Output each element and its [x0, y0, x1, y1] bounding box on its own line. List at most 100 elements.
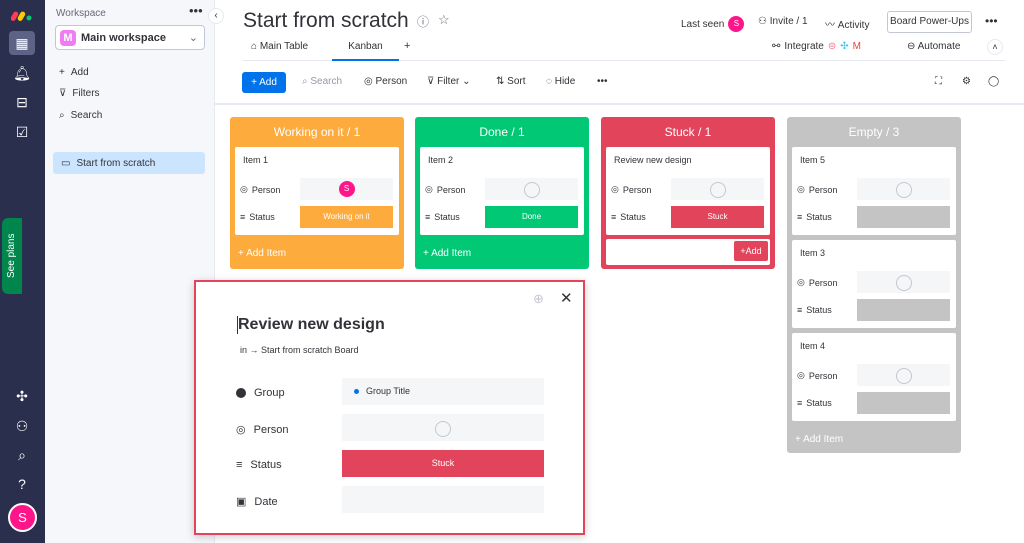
- workspace-selector[interactable]: M Main workspace ⌄: [55, 25, 205, 50]
- more-icon[interactable]: •••: [597, 76, 608, 87]
- person-label: ◎ Person: [797, 277, 837, 288]
- status-cell[interactable]: Done: [485, 206, 578, 228]
- filters-button[interactable]: ⊽ Filters: [59, 88, 100, 99]
- invite-user-icon[interactable]: ⚇: [15, 418, 29, 434]
- person-cell[interactable]: [857, 178, 950, 200]
- invite-button[interactable]: ⚇ Invite / 1: [758, 16, 808, 27]
- sort-button[interactable]: ⇅ Sort: [496, 76, 526, 87]
- tab-kanban[interactable]: Kanban: [332, 41, 399, 61]
- last-seen[interactable]: Last seen S: [681, 16, 745, 32]
- inbox-icon[interactable]: ⊟: [16, 94, 28, 110]
- add-item-button[interactable]: + Add: [242, 72, 286, 93]
- activity-button[interactable]: 〰 Activity: [825, 16, 869, 31]
- add-item-button[interactable]: + Add Item: [423, 248, 472, 259]
- column-header[interactable]: Working on it / 1: [273, 125, 361, 139]
- integrate-button[interactable]: ⚯ Integrate ⊜ ✣ M: [772, 41, 861, 52]
- person-label: ◎ Person: [611, 184, 651, 195]
- add-button[interactable]: + Add: [59, 67, 89, 78]
- kanban-column: Empty / 3 Item 5 ◎ Person ≡ Status Item 3 …: [787, 117, 961, 453]
- info-icon[interactable]: ⓘ: [417, 15, 430, 29]
- more-icon[interactable]: •••: [189, 3, 203, 18]
- add-item-button[interactable]: + Add Item: [795, 434, 844, 445]
- tab-main-table[interactable]: ⌂ Main Table: [251, 41, 308, 52]
- board-power-ups-button[interactable]: Board Power-Ups: [887, 11, 972, 33]
- person-cell[interactable]: [857, 271, 950, 293]
- person-filter-button[interactable]: ◎ Person: [364, 76, 407, 87]
- calendar-icon: ▣: [236, 496, 247, 508]
- chevron-down-icon: ⌄: [188, 32, 198, 44]
- date-field[interactable]: [342, 486, 544, 513]
- chat-icon[interactable]: ◯: [988, 76, 1000, 87]
- group-dot: [354, 389, 359, 394]
- apps-icon[interactable]: ▦: [9, 31, 35, 55]
- status-cell[interactable]: Stuck: [671, 206, 764, 228]
- status-cell[interactable]: [857, 299, 950, 321]
- person-cell[interactable]: S: [300, 178, 393, 200]
- status-field[interactable]: Stuck: [342, 450, 544, 477]
- filter-label: Filter: [437, 76, 460, 87]
- label: Person: [808, 184, 838, 195]
- label: Person: [622, 184, 652, 195]
- status-label: ≡ Status: [240, 212, 275, 222]
- column-header[interactable]: Stuck / 1: [664, 125, 712, 139]
- kanban-card[interactable]: Review new design ◎ Person ≡ Status Stuck: [606, 147, 770, 235]
- modal-title[interactable]: Review new design: [237, 316, 385, 334]
- hide-label: Hide: [554, 76, 576, 87]
- person-icon: ◎: [797, 277, 805, 287]
- search-button[interactable]: ⌕ Search: [302, 76, 343, 87]
- help-icon[interactable]: ?: [18, 476, 26, 492]
- kanban-card[interactable]: Item 5 ◎ Person ≡ Status: [792, 147, 956, 235]
- kanban-card[interactable]: Item 1 ◎ Person S ≡ Status Working on it: [235, 147, 399, 235]
- group-label: Group: [236, 387, 285, 399]
- modal-breadcrumb[interactable]: in → Start from scratch Board: [240, 345, 359, 355]
- automate-button[interactable]: ⊖ Automate: [907, 41, 960, 52]
- add-view-button[interactable]: +: [404, 40, 411, 52]
- kanban-card[interactable]: Item 3 ◎ Person ≡ Status: [792, 240, 956, 328]
- status-cell[interactable]: Working on it: [300, 206, 393, 228]
- kanban-column: Working on it / 1 Item 1 ◎ Person S ≡ Stat…: [230, 117, 404, 269]
- add-update-icon[interactable]: ⊕: [533, 291, 544, 306]
- person-field[interactable]: [342, 414, 544, 441]
- collapse-header-button[interactable]: ˄: [987, 39, 1003, 55]
- hide-button[interactable]: ◌ Hide: [546, 76, 575, 87]
- status-cell[interactable]: [857, 392, 950, 414]
- gear-icon[interactable]: ⚙: [962, 76, 971, 87]
- card-title: Item 3: [800, 248, 826, 258]
- status-cell[interactable]: [857, 206, 950, 228]
- close-icon[interactable]: ✕: [560, 290, 573, 307]
- add-item-button[interactable]: + Add Item: [238, 248, 287, 259]
- add-item-input[interactable]: +Add: [606, 239, 770, 265]
- fullscreen-icon[interactable]: ⛶: [935, 76, 942, 87]
- monday-logo[interactable]: [9, 5, 35, 29]
- my-work-icon[interactable]: ☑: [15, 124, 29, 140]
- sidebar-item-board[interactable]: ▭ Start from scratch: [53, 152, 205, 174]
- group-icon: [236, 388, 246, 398]
- column-header[interactable]: Done / 1: [479, 125, 525, 139]
- user-avatar[interactable]: S: [8, 503, 37, 532]
- search-icon[interactable]: ⌕: [18, 447, 26, 463]
- search-button[interactable]: ⌕ Search: [59, 110, 102, 121]
- filter-icon: ⊽: [427, 76, 438, 87]
- puzzle-icon[interactable]: ✣: [16, 388, 28, 404]
- bell-icon[interactable]: 🔔︎: [13, 65, 31, 81]
- see-plans-button[interactable]: See plans: [2, 218, 22, 294]
- kanban-card[interactable]: Item 4 ◎ Person ≡ Status: [792, 333, 956, 421]
- person-cell[interactable]: [671, 178, 764, 200]
- person-cell[interactable]: [485, 178, 578, 200]
- person-icon: ⚇: [758, 16, 770, 27]
- filter-button[interactable]: ⊽ Filter ⌄: [427, 76, 471, 87]
- add-item-button[interactable]: +Add: [734, 241, 768, 261]
- group-field[interactable]: Group Title: [342, 378, 544, 405]
- column-header[interactable]: Empty / 3: [848, 125, 900, 139]
- label: Person: [808, 277, 838, 288]
- star-icon[interactable]: ☆: [438, 12, 450, 27]
- collapse-sidebar-button[interactable]: ‹: [208, 8, 224, 24]
- sidebar: Workspace ••• M Main workspace ⌄ + Add ⊽ F…: [45, 0, 224, 543]
- last-seen-label: Last seen: [681, 18, 725, 30]
- kanban-card[interactable]: Item 2 ◎ Person ≡ Status Done: [420, 147, 584, 235]
- more-icon[interactable]: •••: [985, 14, 998, 28]
- add-label: Add: [70, 67, 89, 78]
- workspace-name: Main workspace: [81, 31, 166, 44]
- add-label: Add: [259, 77, 277, 88]
- person-cell[interactable]: [857, 364, 950, 386]
